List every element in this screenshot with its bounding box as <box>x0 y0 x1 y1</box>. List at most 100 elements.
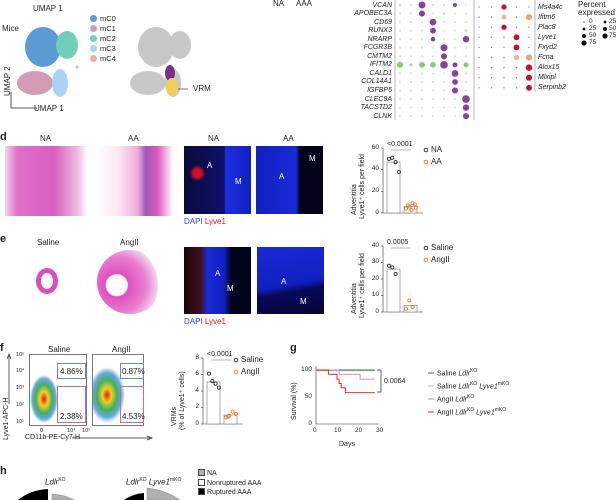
dot <box>515 6 518 8</box>
flow-plot-saline <box>29 354 87 426</box>
if-image-angii <box>257 247 324 314</box>
dot <box>429 18 437 26</box>
cluster-label: mC1 <box>100 24 116 33</box>
pie-slice-na <box>51 493 75 500</box>
data-point <box>386 263 391 268</box>
flow-x-axis-label: CD11b-PE-Cy7-H <box>25 434 81 441</box>
pct-legend-dot <box>581 40 587 46</box>
pct-legend-label: 75 <box>589 38 597 46</box>
gate-pct: 4.53% <box>122 412 145 421</box>
pct-legend-label: 25 <box>589 24 597 32</box>
dot <box>490 16 493 18</box>
dot <box>398 80 402 83</box>
panel-label-h: h <box>0 465 7 477</box>
dot <box>398 29 402 32</box>
pie-legend-na: NA <box>198 469 261 479</box>
dot <box>420 21 424 24</box>
dot <box>396 61 404 68</box>
legend-marker <box>423 245 429 251</box>
dot <box>431 3 435 7</box>
if-image-aa <box>256 146 323 214</box>
gene-label: CALD1 <box>369 69 392 77</box>
y-tick-label: 6 <box>195 370 199 377</box>
he-title-angii: AngII <box>120 238 139 247</box>
y-tick-label: 30 <box>371 258 379 265</box>
dot <box>440 44 448 52</box>
dot <box>478 6 480 8</box>
dot <box>420 72 424 75</box>
y-axis-label: VRMs <box>171 406 178 426</box>
dot <box>431 55 435 58</box>
y-tick-label: 50 <box>304 392 312 400</box>
legend-marker <box>233 357 239 363</box>
pie-legend-ruptured: Ruptured AAA <box>198 488 261 498</box>
flow-y-tick: 10⁴ <box>16 368 25 374</box>
dot <box>501 24 507 30</box>
legend-marker <box>423 147 429 153</box>
dot <box>453 98 457 101</box>
dot <box>525 54 533 61</box>
cluster-legend-item: mC0 <box>90 14 116 24</box>
dot <box>430 27 436 34</box>
dot <box>420 115 424 118</box>
dot <box>409 12 413 15</box>
dot <box>442 72 446 75</box>
dot <box>451 70 459 77</box>
data-point <box>230 409 235 414</box>
gene-label: Serpinb2 <box>538 84 567 92</box>
dot <box>503 76 505 79</box>
dot <box>418 1 426 9</box>
data-point <box>406 203 411 208</box>
dot <box>398 3 402 7</box>
pct-legend-dot <box>582 34 586 38</box>
data-point <box>409 207 414 212</box>
dot <box>464 72 468 75</box>
y-tick-label: 60 <box>371 143 379 151</box>
he-title-aa: AA <box>128 134 139 143</box>
dotplot-axis-lines <box>394 0 536 120</box>
dot <box>464 12 468 15</box>
bar-saline <box>386 268 401 313</box>
dot <box>513 44 520 51</box>
dot <box>418 10 426 17</box>
dot <box>442 115 446 118</box>
data-point <box>226 414 231 419</box>
cluster-legend-item: mC1 <box>90 24 116 34</box>
flow-x-tick: 10⁴ <box>67 428 76 434</box>
dot <box>503 87 505 89</box>
dot <box>453 46 457 49</box>
dot <box>398 72 402 75</box>
cluster-legend: mC0 mC1 mC2 mC3 mC4 <box>90 14 116 64</box>
dot <box>513 34 520 41</box>
dot <box>453 106 457 109</box>
dot <box>442 98 446 101</box>
x-tick-label: 30 <box>376 427 384 434</box>
dot <box>478 56 480 59</box>
y-tick-label: 8 <box>195 353 199 361</box>
y-tick-label: 20 <box>371 186 379 194</box>
p-value: 0.0064 <box>384 378 406 385</box>
pct-legend-dot <box>603 27 607 31</box>
y-axis-label: Survival (%) <box>291 382 298 420</box>
y-tick-label: 100 <box>301 365 312 373</box>
data-point <box>412 202 417 207</box>
dot <box>462 104 470 111</box>
dot <box>420 46 424 49</box>
panel-label-e: e <box>0 233 7 245</box>
pct-legend-dot <box>583 21 585 23</box>
dot <box>478 46 480 49</box>
dot <box>478 26 480 28</box>
dot <box>442 12 446 15</box>
gene-label: NRARP <box>367 35 392 43</box>
dot <box>419 61 425 68</box>
data-point <box>410 201 415 206</box>
cluster-swatch <box>90 25 97 32</box>
p-value: <0.0001 <box>387 141 413 148</box>
region-m: M <box>235 177 242 186</box>
umap-axes <box>10 92 37 109</box>
data-point <box>407 298 412 303</box>
pct-legend-label: 0 <box>589 17 593 25</box>
gene-label: FCGR3B <box>363 44 392 52</box>
gate-lower-saline: 2.38% <box>57 386 86 423</box>
dot <box>409 89 413 92</box>
